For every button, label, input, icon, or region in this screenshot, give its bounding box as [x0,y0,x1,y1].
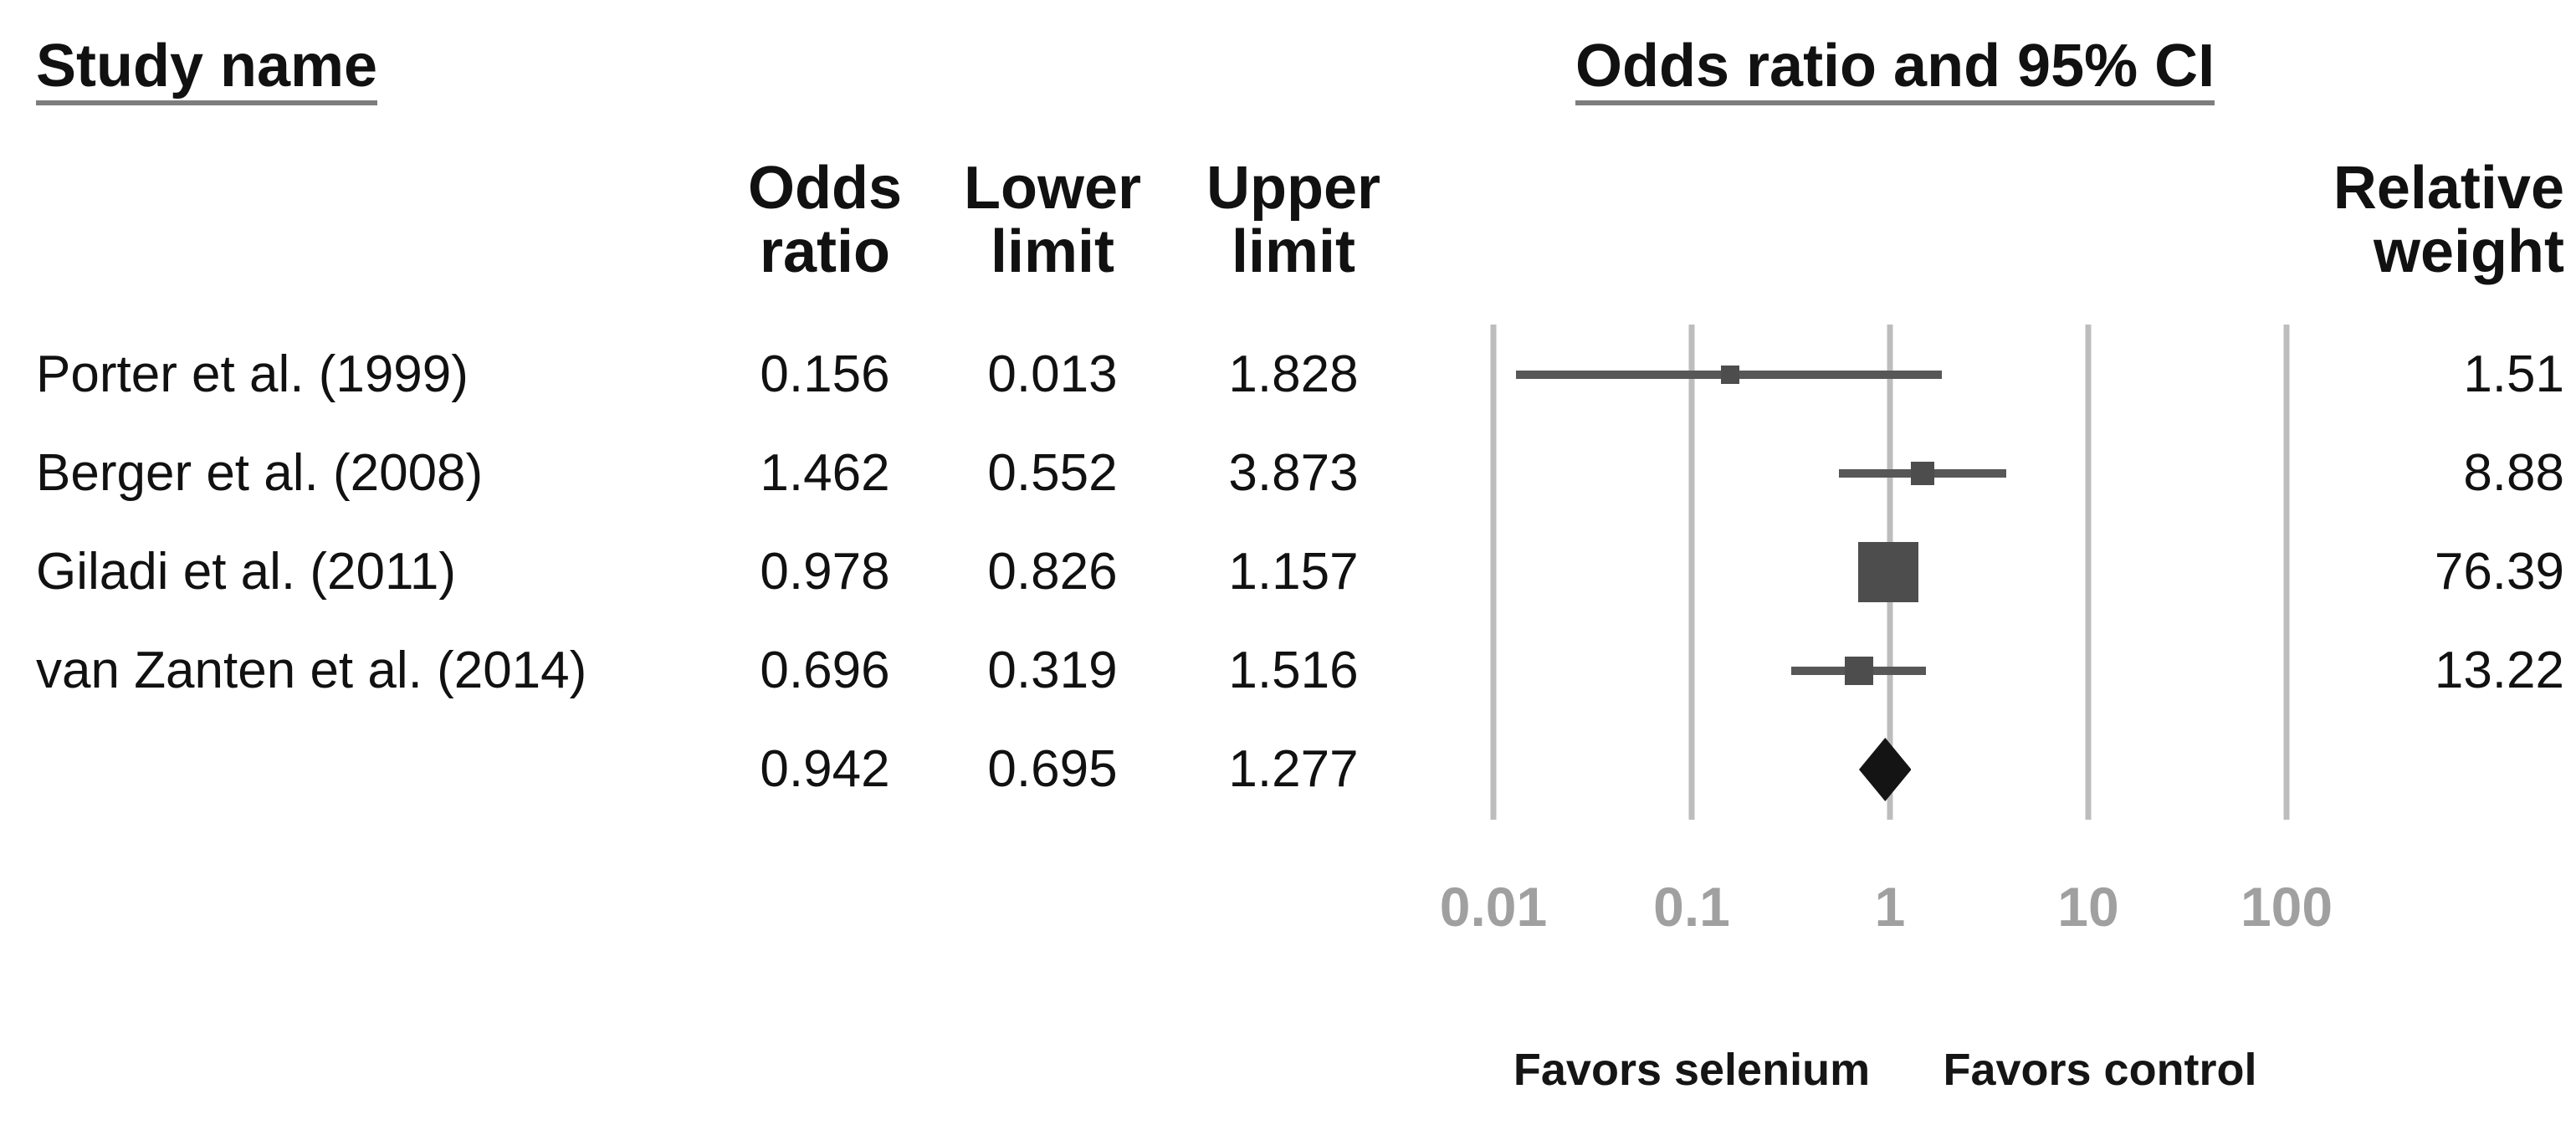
summary-odds-ratio-value: 0.942 [760,740,890,798]
gridline-10 [2085,325,2092,820]
column-header-odds-ratio: Odds ratio [748,156,902,284]
lower-limit-value: 0.552 [987,444,1118,502]
or-marker [1911,462,1935,485]
column-header-lower-limit: Lower limit [964,156,1141,284]
summary-diamond [1858,738,1912,801]
column-header-line: limit [990,218,1114,285]
gridline-0.1 [1688,325,1695,820]
column-header-line: weight [2374,218,2564,285]
axis-tick-label: 0.1 [1653,876,1730,938]
column-header-line: Odds [747,155,903,222]
odds-ratio-value: 1.462 [760,444,890,502]
axis-tick-label: 10 [2057,876,2119,938]
upper-limit-value: 1.157 [1228,543,1359,601]
summary-upper-limit-value: 1.277 [1228,740,1359,798]
column-header-line: Relative [2333,155,2564,222]
upper-limit-value: 1.516 [1228,642,1359,699]
odds-ratio-value: 0.978 [760,543,890,601]
study-name-label: van Zanten et al. (2014) [36,642,587,699]
odds-ratio-value: 0.156 [760,345,890,403]
relative-weight-value: 1.51 [2463,345,2564,403]
column-header-line: Upper [1206,155,1381,222]
study-name-label: Giladi et al. (2011) [36,543,456,601]
column-header-upper-limit: Upper limit [1206,156,1380,284]
gridline-100 [2283,325,2290,820]
or-marker [1844,657,1873,685]
summary-lower-limit-value: 0.695 [987,740,1118,798]
odds-ratio-ci-header: Odds ratio and 95% CI [1575,35,2215,105]
study-name-label: Porter et al. (1999) [36,345,469,403]
column-header-line: Lower [963,155,1142,222]
column-header-line: limit [1231,218,1355,285]
gridline-0.01 [1490,325,1497,820]
or-marker [1857,542,1918,602]
favors-control-label: Favors control [1943,1045,2257,1095]
favors-selenium-label: Favors selenium [1513,1045,1871,1095]
lower-limit-value: 0.319 [987,642,1118,699]
relative-weight-value: 8.88 [2463,444,2564,502]
relative-weight-value: 76.39 [2434,543,2564,601]
axis-tick-label: 100 [2240,876,2333,938]
odds-ratio-value: 0.696 [760,642,890,699]
lower-limit-value: 0.013 [987,345,1118,403]
lower-limit-value: 0.826 [987,543,1118,601]
axis-tick-label: 1 [1874,876,1906,938]
or-marker [1720,366,1739,384]
relative-weight-value: 13.22 [2434,642,2564,699]
column-header-line: ratio [759,218,891,285]
upper-limit-value: 1.828 [1228,345,1359,403]
upper-limit-value: 3.873 [1228,444,1359,502]
column-header-relative-weight: Relative weight [2333,156,2564,284]
study-name-label: Berger et al. (2008) [36,444,484,502]
axis-tick-label: 0.01 [1439,876,1548,938]
study-name-header: Study name [36,35,378,105]
